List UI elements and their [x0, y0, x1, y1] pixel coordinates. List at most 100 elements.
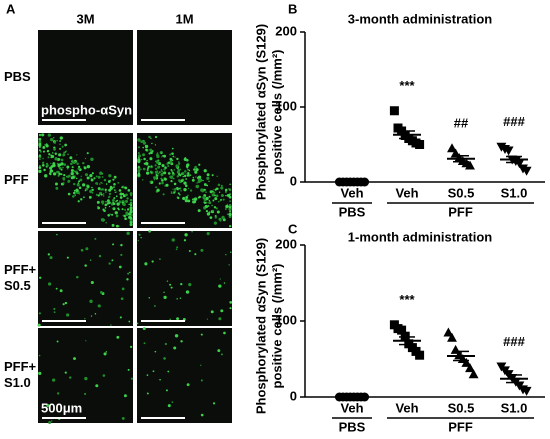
fluorescence-speck [58, 171, 60, 173]
fluorescence-speck [212, 199, 215, 202]
fluorescence-speck [149, 148, 153, 152]
fluorescence-speck [171, 238, 175, 242]
group-label: PBS [339, 419, 366, 434]
significance-label: ### [503, 114, 525, 129]
fluorescence-speck [197, 196, 200, 199]
group-label: PFF [448, 419, 473, 434]
fluorescence-speck [60, 158, 64, 162]
fluorescence-speck [183, 181, 187, 185]
fluorescence-speck [169, 175, 174, 179]
fluorescence-speck [200, 178, 202, 181]
fluorescence-speck [195, 184, 200, 188]
fluorescence-speck [104, 203, 108, 207]
fluorescence-speck [75, 177, 78, 180]
fluorescence-speck [145, 161, 148, 164]
fluorescence-speck [219, 278, 221, 280]
fluorescence-speck [129, 198, 133, 202]
fluorescence-speck [198, 163, 201, 166]
fluorescence-speck [94, 313, 97, 315]
fluorescence-speck [39, 165, 41, 167]
fluorescence-speck [125, 212, 129, 217]
fluorescence-speck [143, 342, 146, 345]
fluorescence-speck [154, 305, 156, 307]
fluorescence-speck [162, 154, 164, 157]
fluorescence-speck [101, 176, 104, 178]
fluorescence-speck [88, 195, 92, 199]
fluorescence-speck [228, 203, 232, 207]
fluorescence-speck [114, 191, 117, 193]
fluorescence-speck [137, 154, 141, 158]
fluorescence-speck [118, 265, 122, 269]
fluorescence-speck [137, 138, 141, 142]
fluorescence-speck [175, 164, 179, 168]
fluorescence-speck [71, 166, 74, 169]
data-point [465, 160, 475, 170]
scale-bar-label: 500μm [41, 400, 82, 415]
fluorescence-speck [205, 209, 209, 213]
fluorescence-speck [130, 194, 133, 197]
fluorescence-speck [142, 179, 144, 181]
fluorescence-speck [73, 189, 76, 192]
fluorescence-speck [182, 196, 186, 201]
fluorescence-speck [171, 401, 174, 403]
fluorescence-speck [188, 169, 191, 172]
fluorescence-speck [89, 299, 93, 304]
fluorescence-speck [76, 275, 79, 279]
fluorescence-speck [90, 157, 94, 161]
fluorescence-speck [129, 216, 133, 220]
fluorescence-speck [163, 168, 166, 171]
fluorescence-speck [82, 161, 85, 165]
fluorescence-speck [94, 237, 97, 240]
fluorescence-speck [200, 333, 203, 336]
fluorescence-speck [200, 379, 203, 382]
fluorescence-speck [151, 142, 153, 145]
fluorescence-speck [173, 191, 176, 194]
fluorescence-speck [197, 180, 201, 184]
fluorescence-speck [218, 191, 221, 193]
fluorescence-speck [218, 284, 222, 288]
fluorescence-speck [161, 181, 164, 185]
fluorescence-speck [155, 160, 160, 164]
fluorescence-speck [90, 315, 93, 317]
x-tick-label: Veh [340, 185, 363, 200]
fluorescence-speck [226, 203, 229, 206]
fluorescence-speck [84, 189, 87, 192]
fluorescence-speck [68, 376, 72, 379]
fluorescence-speck [187, 172, 190, 175]
fluorescence-speck [188, 249, 191, 253]
fluorescence-speck [140, 140, 143, 143]
data-point [521, 386, 532, 396]
fluorescence-speck [208, 201, 212, 205]
fluorescence-speck [163, 291, 165, 294]
fluorescence-speck [160, 173, 164, 177]
fluorescence-speck [166, 280, 169, 282]
fluorescence-speck [91, 192, 94, 194]
fluorescence-speck [163, 177, 167, 181]
fluorescence-speck [117, 208, 120, 211]
fluorescence-speck [149, 180, 152, 183]
fluorescence-speck [55, 186, 59, 190]
fluorescence-speck [214, 194, 216, 197]
fluorescence-speck [38, 154, 41, 157]
fluorescence-speck [80, 175, 82, 177]
fluorescence-speck [176, 157, 179, 161]
fluorescence-speck [101, 202, 104, 205]
fluorescence-speck [152, 370, 155, 373]
fluorescence-speck [183, 187, 187, 192]
fluorescence-speck [202, 179, 204, 182]
fluorescence-speck [229, 300, 233, 304]
fluorescence-speck [127, 208, 130, 211]
fluorescence-speck [102, 195, 105, 197]
fluorescence-speck [161, 164, 165, 168]
fluorescence-speck [50, 165, 54, 168]
y-tick-label: 100 [275, 312, 297, 327]
fluorescence-speck [146, 159, 148, 162]
fluorescence-speck [47, 133, 52, 137]
fluorescence-speck [183, 174, 187, 178]
fluorescence-speck [180, 340, 183, 343]
fluorescence-speck [160, 177, 163, 180]
fluorescence-speck [186, 158, 189, 162]
fluorescence-speck [102, 193, 105, 195]
chart: C 1-month administration Phosphorylated αS… [253, 221, 545, 434]
fluorescence-speck [208, 180, 210, 182]
